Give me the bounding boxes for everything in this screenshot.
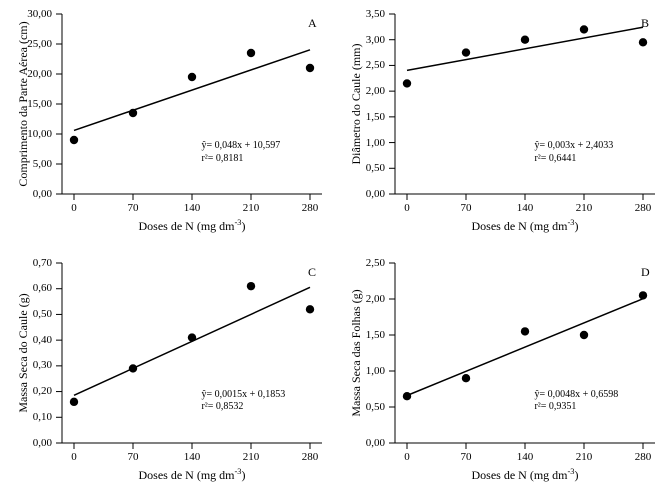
equation-A: ŷ= 0,048x + 10,597r²= 0,8181	[201, 140, 280, 165]
panel-letter-D: D	[641, 265, 650, 280]
xtick-label: 140	[517, 202, 534, 214]
xlabel-A: Doses de N (mg dm-3)	[139, 218, 246, 234]
xtick-label: 210	[243, 202, 260, 214]
ytick-label: 0,50	[353, 401, 385, 413]
xtick-label: 0	[71, 202, 77, 214]
xtick-label: 280	[302, 451, 319, 463]
ytick-label: 30,00	[20, 8, 52, 20]
ytick-label: 10,00	[20, 128, 52, 140]
panel-D: Massa Seca das Folhas (g) Doses de N (mg…	[337, 253, 666, 498]
ytick-label: 0,00	[20, 188, 52, 200]
plot-svg-C	[62, 263, 322, 443]
ytick-label: 5,00	[20, 158, 52, 170]
ytick-label: 0,00	[353, 437, 385, 449]
ytick-label: 2,50	[353, 59, 385, 71]
ytick-label: 0,00	[20, 437, 52, 449]
ytick-label: 0,10	[20, 411, 52, 423]
xtick-label: 210	[576, 202, 593, 214]
ylabel-D: Massa Seca das Folhas (g)	[349, 289, 364, 416]
xtick-label: 0	[71, 451, 77, 463]
ytick-label: 0,40	[20, 334, 52, 346]
ytick-label: 3,00	[353, 34, 385, 46]
ytick-label: 2,00	[353, 293, 385, 305]
xtick-label: 280	[635, 451, 652, 463]
panel-B: Diâmetro do Caule (mm) Doses de N (mg dm…	[337, 4, 666, 249]
panel-C: Massa Seca do Caule (g) Doses de N (mg d…	[4, 253, 333, 498]
ytick-label: 2,00	[353, 85, 385, 97]
panel-letter-C: C	[308, 265, 316, 280]
ytick-label: 25,00	[20, 38, 52, 50]
ytick-label: 1,50	[353, 111, 385, 123]
xtick-label: 70	[128, 451, 139, 463]
plot-svg-B	[395, 14, 655, 194]
equation-B: ŷ= 0,003x + 2,4033r²= 0,6441	[534, 140, 613, 165]
xtick-label: 70	[461, 202, 472, 214]
ytick-label: 0,20	[20, 385, 52, 397]
panel-A: Comprimento da Parte Aérea (cm) Doses de…	[4, 4, 333, 249]
xtick-label: 0	[404, 202, 410, 214]
plot-svg-A	[62, 14, 322, 194]
xtick-label: 210	[243, 451, 260, 463]
ytick-label: 0,00	[353, 188, 385, 200]
figure-grid: Comprimento da Parte Aérea (cm) Doses de…	[0, 0, 670, 501]
xtick-label: 280	[302, 202, 319, 214]
xtick-label: 0	[404, 451, 410, 463]
xtick-label: 140	[517, 451, 534, 463]
ytick-label: 0,60	[20, 282, 52, 294]
ytick-label: 1,00	[353, 137, 385, 149]
ytick-label: 0,50	[353, 162, 385, 174]
xlabel-D: Doses de N (mg dm-3)	[472, 467, 579, 483]
ytick-label: 1,50	[353, 329, 385, 341]
equation-C: ŷ= 0,0015x + 0,1853r²= 0,8532	[201, 389, 285, 414]
xtick-label: 280	[635, 202, 652, 214]
xtick-label: 210	[576, 451, 593, 463]
ytick-label: 20,00	[20, 68, 52, 80]
ytick-label: 15,00	[20, 98, 52, 110]
equation-D: ŷ= 0,0048x + 0,6598r²= 0,9351	[534, 389, 618, 414]
xtick-label: 70	[128, 202, 139, 214]
ytick-label: 2,50	[353, 257, 385, 269]
plot-svg-D	[395, 263, 655, 443]
ytick-label: 0,70	[20, 257, 52, 269]
ytick-label: 0,30	[20, 359, 52, 371]
xtick-label: 70	[461, 451, 472, 463]
ytick-label: 3,50	[353, 8, 385, 20]
ytick-label: 0,50	[20, 308, 52, 320]
xtick-label: 140	[184, 451, 201, 463]
panel-letter-B: B	[641, 16, 649, 31]
xlabel-B: Doses de N (mg dm-3)	[472, 218, 579, 234]
xtick-label: 140	[184, 202, 201, 214]
xlabel-C: Doses de N (mg dm-3)	[139, 467, 246, 483]
panel-letter-A: A	[308, 16, 317, 31]
ytick-label: 1,00	[353, 365, 385, 377]
